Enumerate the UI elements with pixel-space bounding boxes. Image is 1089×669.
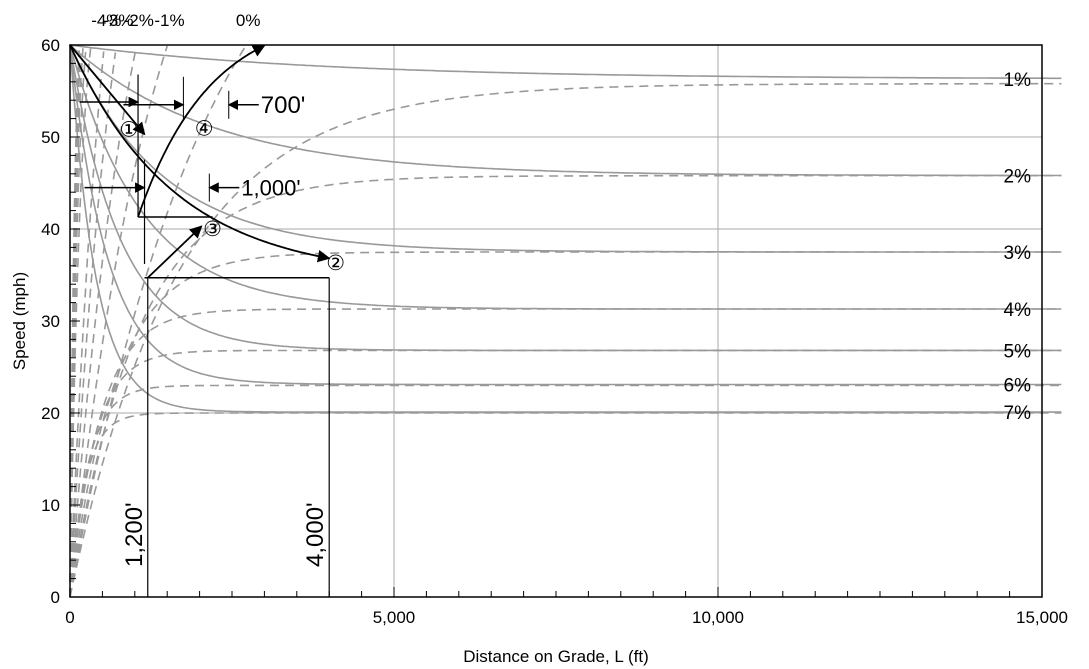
deceleration-curve <box>69 44 1062 352</box>
annotations: 1,200' 4,000' 700' 1,000' ① ② ③ ④ <box>69 44 345 597</box>
acceleration-curve-to-top <box>69 45 168 598</box>
distance-label-vertical: 4,000' <box>302 502 329 567</box>
y-tick-label: 20 <box>41 404 60 423</box>
deceleration-curve <box>69 44 1062 386</box>
x-tick-label: 0 <box>65 608 74 627</box>
y-tick-label: 0 <box>51 588 60 607</box>
x-tick-label: 5,000 <box>373 608 416 627</box>
top-grade-label: -3% <box>103 11 133 30</box>
deceleration-curve <box>69 44 1062 80</box>
acceleration-curve-to-top <box>69 51 105 598</box>
grade-label: 5% <box>1004 341 1032 362</box>
axes: 0 5,000 10,000 15,000 0 10 20 30 40 50 60 <box>41 36 1068 627</box>
acceleration-curve <box>69 308 1062 598</box>
grade-label: 2% <box>1004 167 1032 188</box>
acceleration-curve <box>69 82 1062 598</box>
top-grade-label: -4% <box>91 11 121 30</box>
grade-label: 4% <box>1004 300 1032 321</box>
acceleration-curve <box>69 412 1062 598</box>
y-tick-label: 50 <box>41 128 60 147</box>
y-tick-label: 40 <box>41 220 60 239</box>
grade-label: 7% <box>1004 403 1032 424</box>
x-axis-title: Distance on Grade, L (ft) <box>463 647 649 666</box>
y-tick-label: 30 <box>41 312 60 331</box>
distance-label-vertical: 1,200' <box>121 502 148 567</box>
y-axis-title: Speed (mph) <box>10 272 29 370</box>
deceleration-curve <box>69 44 1062 253</box>
y-tick-label: 10 <box>41 496 60 515</box>
top-grade-label: -1% <box>154 11 184 30</box>
step-marker: ① <box>120 119 139 142</box>
travel-path-decel <box>69 44 331 263</box>
travel-path-step4 <box>137 44 266 218</box>
steep-acceleration-curve <box>69 47 92 598</box>
travel-path-step1 <box>69 44 146 136</box>
grade-label: 1% <box>1004 70 1032 91</box>
series-labels: 0% -1%-2%-3%-4% 1% 2% 3% 4% 5% 6% 7% <box>91 11 1031 424</box>
x-tick-label: 15,000 <box>1016 608 1068 627</box>
step-marker: ④ <box>195 118 214 141</box>
dimension-label: 1,000' <box>241 176 300 201</box>
grade-label: 6% <box>1004 375 1032 396</box>
step-marker: ② <box>326 252 345 275</box>
steep-acceleration-curve <box>69 50 80 598</box>
acceleration-curve <box>69 251 1062 598</box>
y-tick-label: 60 <box>41 36 60 55</box>
deceleration-curve <box>69 44 1062 413</box>
top-grade-label: -2% <box>124 11 154 30</box>
deceleration-curve <box>69 44 1062 177</box>
deceleration-curve <box>69 44 1062 310</box>
top-grade-label: 0% <box>236 11 261 30</box>
acceleration-curve <box>69 349 1062 598</box>
dimension-label: 700' <box>261 92 306 119</box>
acceleration-curve-to-top <box>69 52 117 598</box>
travel-path-step3 <box>147 225 203 279</box>
x-tick-label: 10,000 <box>692 608 744 627</box>
acceleration-curve-to-top <box>69 46 246 598</box>
grade-label: 3% <box>1004 243 1032 264</box>
acceleration-curve <box>69 384 1062 598</box>
steep-acceleration-curve <box>69 47 84 598</box>
step-marker: ③ <box>203 218 222 241</box>
performance-curves <box>69 44 1062 598</box>
acceleration-curve <box>69 174 1062 598</box>
